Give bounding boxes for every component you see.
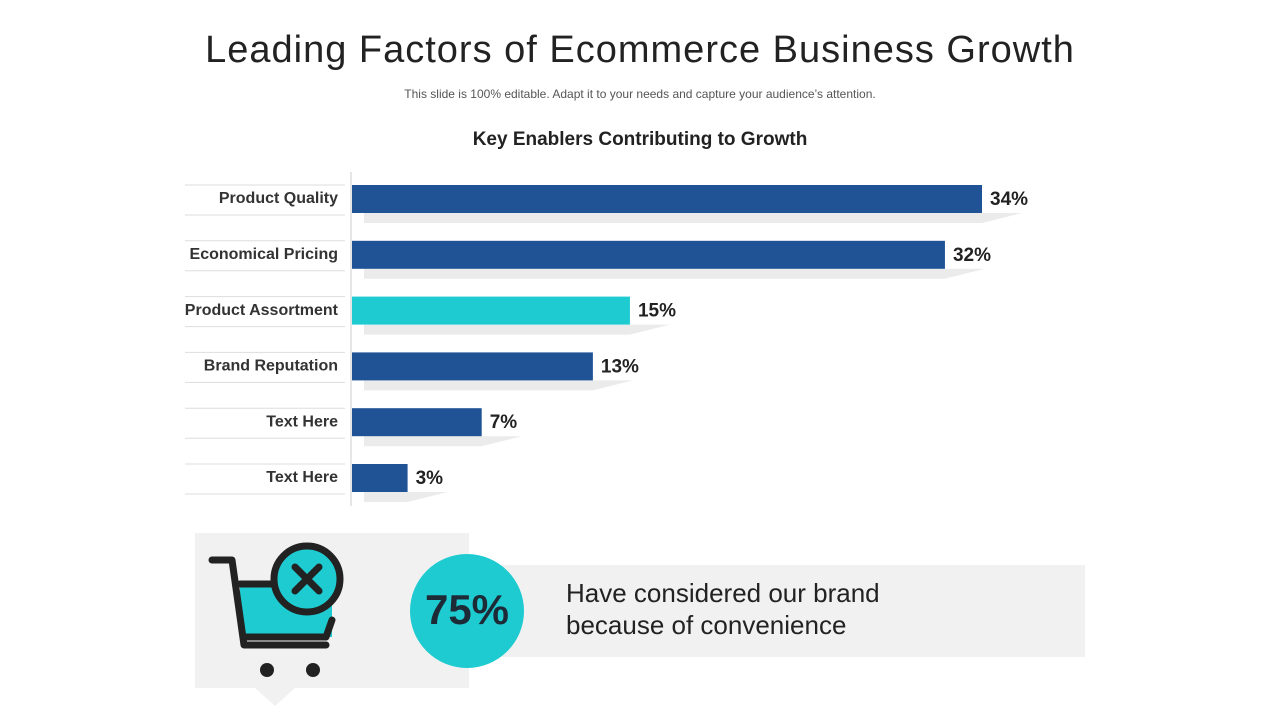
value-label: 7% bbox=[490, 412, 518, 433]
panel-pointer bbox=[255, 688, 295, 706]
category-label: Brand Reputation bbox=[204, 358, 338, 375]
value-label: 32% bbox=[953, 245, 991, 266]
category-label: Economical Pricing bbox=[190, 246, 338, 263]
callout-band bbox=[490, 565, 1085, 657]
slide-title: Leading Factors of Ecommerce Business Gr… bbox=[205, 29, 1075, 71]
slide-subtitle: This slide is 100% editable. Adapt it to… bbox=[404, 87, 875, 101]
value-label: 34% bbox=[990, 189, 1028, 210]
bar-shadow bbox=[364, 324, 670, 335]
cart-icon bbox=[208, 542, 344, 677]
bar bbox=[352, 296, 630, 325]
chart-title: Key Enablers Contributing to Growth bbox=[473, 129, 808, 150]
category-label: Product Assortment bbox=[185, 302, 339, 319]
bar bbox=[352, 408, 482, 437]
bar bbox=[352, 352, 593, 381]
bar-shadow bbox=[364, 268, 985, 279]
callout-text: Have considered our brand because of con… bbox=[566, 578, 880, 640]
category-label: Product Quality bbox=[219, 190, 338, 207]
bar-shadow bbox=[364, 380, 633, 391]
bar-shadow bbox=[364, 436, 522, 447]
bar-group: Product Quality 34% Economical Pricing 32% P… bbox=[185, 184, 1028, 502]
value-label: 13% bbox=[601, 356, 639, 377]
bar-shadow bbox=[364, 213, 1022, 223]
stat-value: 75% bbox=[425, 586, 509, 633]
value-label: 3% bbox=[416, 468, 444, 489]
category-label: Text Here bbox=[266, 413, 338, 430]
bar bbox=[352, 185, 982, 213]
category-label: Text Here bbox=[266, 469, 338, 486]
bar-shadow bbox=[364, 492, 448, 502]
bar bbox=[352, 464, 408, 492]
bar bbox=[352, 240, 945, 269]
value-label: 15% bbox=[638, 301, 676, 322]
callout-text-box: Have considered our brand because of con… bbox=[566, 578, 880, 640]
stat-circle bbox=[410, 554, 524, 668]
